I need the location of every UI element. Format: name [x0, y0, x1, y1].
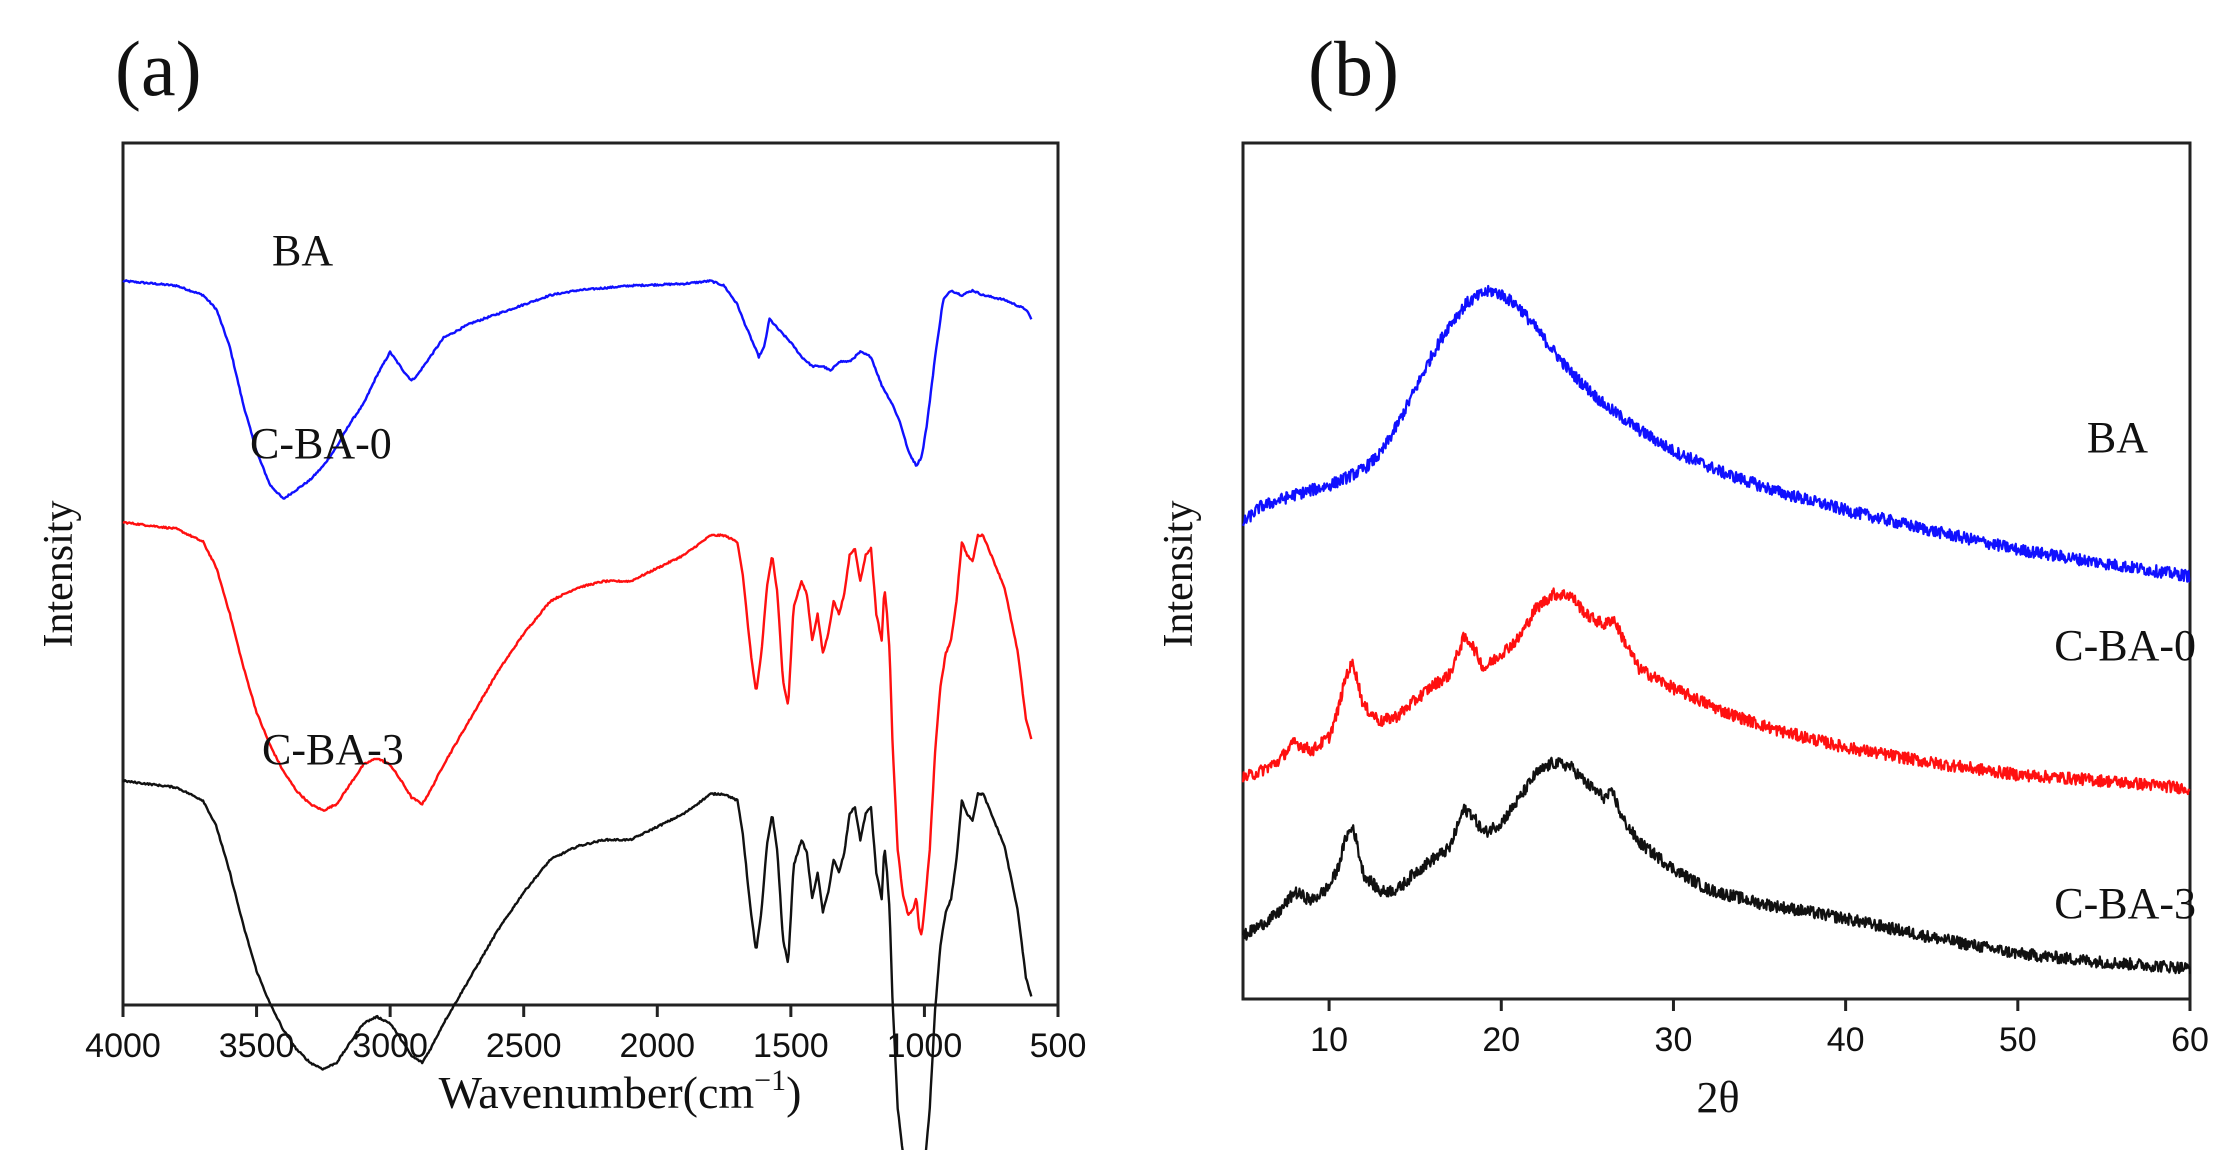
- panel-a-x-tick-label: 3500: [219, 1027, 295, 1065]
- panel-a-x-axis: 4000 3500 3000 2500 2000 1500 1000 500: [85, 1005, 1086, 1065]
- panel-a-plot-frame: [121, 141, 1060, 1007]
- panel-a-x-tick-label: 2000: [619, 1027, 695, 1065]
- panel-b-x-axis-label: 2θ: [1696, 1073, 1739, 1122]
- panel-b: (b) 10 20 30 40 50 60 BA C-BA-0 C-BA-3 Intensit…: [1156, 25, 2209, 1122]
- panel-b-label: (b): [1308, 25, 1399, 112]
- xrd-series-line-ba: [1241, 284, 2191, 583]
- panel-a: (a) 4000 3500 3000 2500 2000 1500 1000 500 BAC-…: [36, 25, 1086, 1150]
- panel-b-x-tick-label: 20: [1482, 1021, 1520, 1059]
- series-label-ba: BA: [272, 226, 333, 275]
- x-label-exponent: −1: [754, 1064, 786, 1097]
- xrd-series-label-ba: BA: [2087, 413, 2148, 462]
- panel-b-x-tick-label: 60: [2171, 1021, 2209, 1059]
- xrd-series-label-c-ba-0: C-BA-0: [2054, 621, 2196, 670]
- series-label-c-ba-3: C-BA-3: [262, 725, 404, 774]
- panel-b-x-axis: 10 20 30 40 50 60: [1310, 999, 2209, 1059]
- panel-a-label: (a): [115, 25, 202, 112]
- panel-a-x-tick-label: 2500: [486, 1027, 562, 1065]
- panel-b-x-tick-label: 10: [1310, 1021, 1348, 1059]
- xrd-series-line-c-ba-3: [1241, 756, 2192, 975]
- panel-a-y-axis-label: Intensity: [36, 501, 82, 648]
- panel-a-x-tick-label: 500: [1030, 1027, 1087, 1065]
- panel-a-labels: BA C-BA-0 C-BA-3: [250, 226, 404, 774]
- panel-b-x-tick-label: 50: [1999, 1021, 2037, 1059]
- panel-b-plot-frame: [1241, 141, 2192, 1001]
- panel-b-labels: BA C-BA-0 C-BA-3: [2054, 413, 2196, 928]
- panel-b-x-tick-label: 30: [1655, 1021, 1693, 1059]
- xrd-series-label-c-ba-3: C-BA-3: [2054, 879, 2196, 928]
- x-label-base: Wavenumber(cm: [439, 1067, 755, 1118]
- panel-a-x-tick-label: 1500: [753, 1027, 829, 1065]
- series-label-c-ba-0: C-BA-0: [250, 419, 392, 468]
- x-label-close: ): [786, 1067, 801, 1118]
- series-line-ba: [122, 279, 1033, 500]
- series-line-c-ba-0: [122, 520, 1033, 936]
- panel-b-x-tick-label: 40: [1827, 1021, 1865, 1059]
- panel-a-x-axis-label: Wavenumber(cm−1): [439, 1064, 802, 1118]
- series-line-c-ba-3: [122, 779, 1033, 1150]
- panel-a-x-tick-label: 1000: [887, 1027, 963, 1065]
- panel-a-series: [122, 279, 1033, 1150]
- panel-b-y-axis-label: Intensity: [1156, 501, 1202, 648]
- panel-a-x-tick-label: 4000: [85, 1027, 161, 1065]
- xrd-series-line-c-ba-0: [1241, 587, 2191, 796]
- panel-b-series: [1241, 284, 2192, 975]
